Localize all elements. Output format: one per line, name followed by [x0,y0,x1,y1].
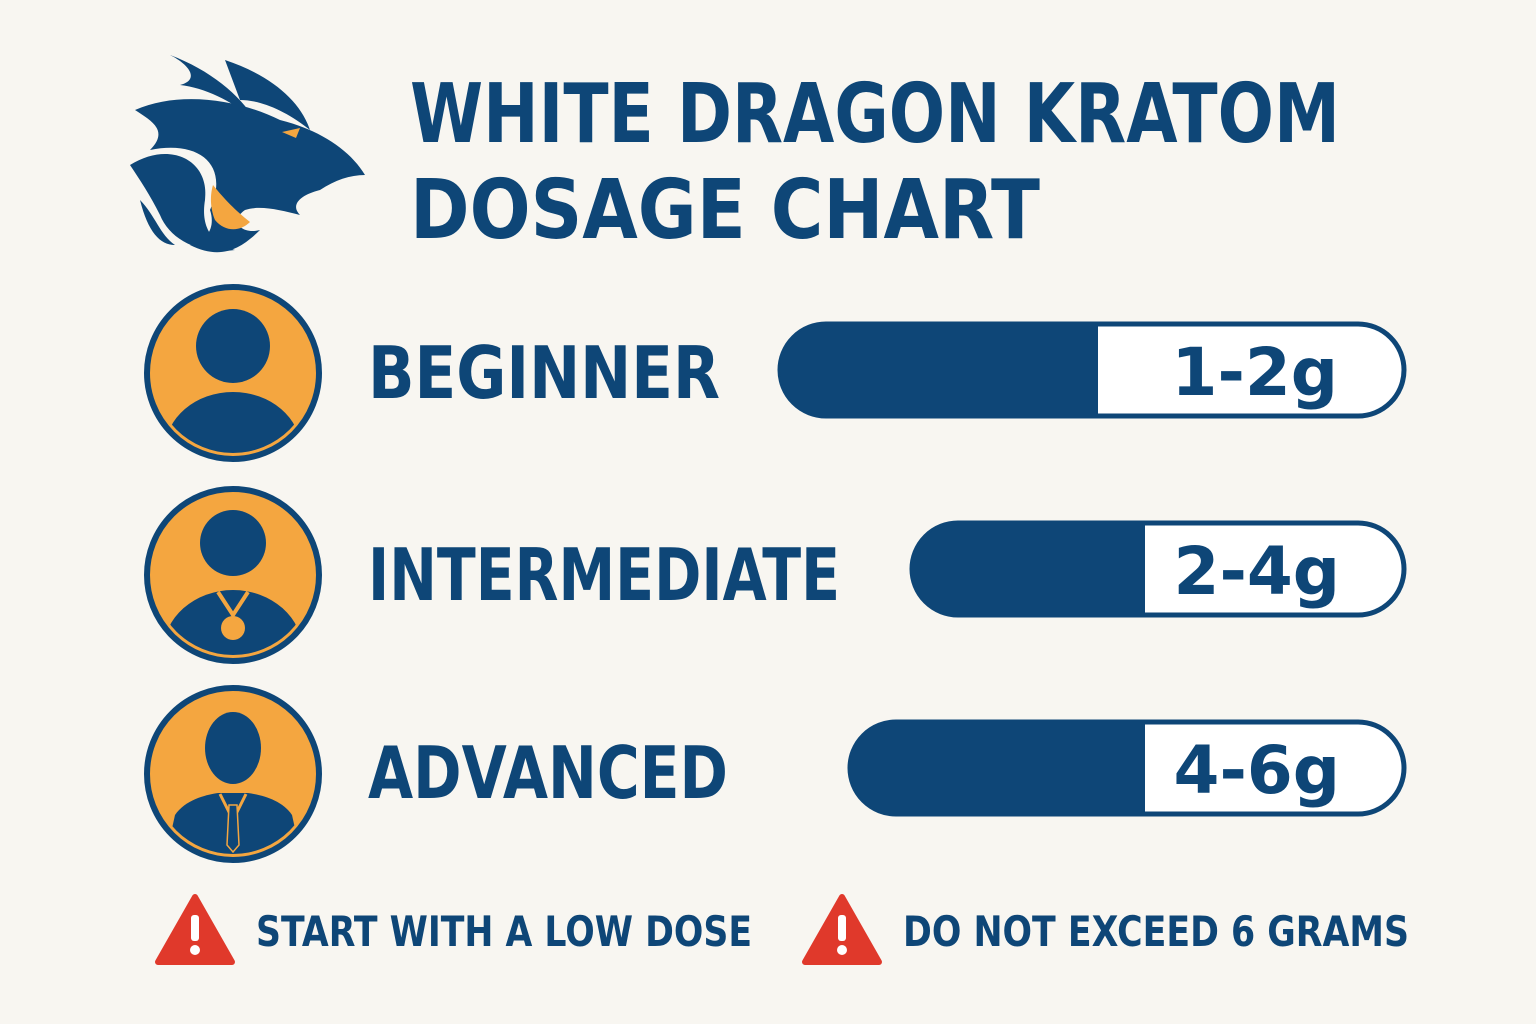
level-name: BEGINNER [368,331,720,415]
dose-bar [847,719,1407,817]
dose-label: 4-6g [1174,732,1340,809]
dragon-eye [282,128,300,138]
dose-bar [777,321,1407,419]
dragon-logo [130,55,365,253]
warning-icon [802,894,882,965]
warning-text: DO NOT EXCEED 6 GRAMS [903,907,1409,956]
dose-bar [909,520,1407,618]
level-name: INTERMEDIATE [368,533,840,617]
dose-label: 1-2g [1172,334,1338,411]
warning-icon [155,894,235,965]
dragon-jaw [210,185,250,230]
level-icon [144,284,322,462]
dose-label: 2-4g [1174,533,1340,610]
title-line: WHITE DRAGON KRATOM [410,67,1340,162]
level-name: ADVANCED [368,731,728,815]
level-icon [144,486,322,664]
level-icon [144,685,322,863]
warning-text: START WITH A LOW DOSE [256,907,752,956]
title-line: DOSAGE CHART [410,163,1040,258]
